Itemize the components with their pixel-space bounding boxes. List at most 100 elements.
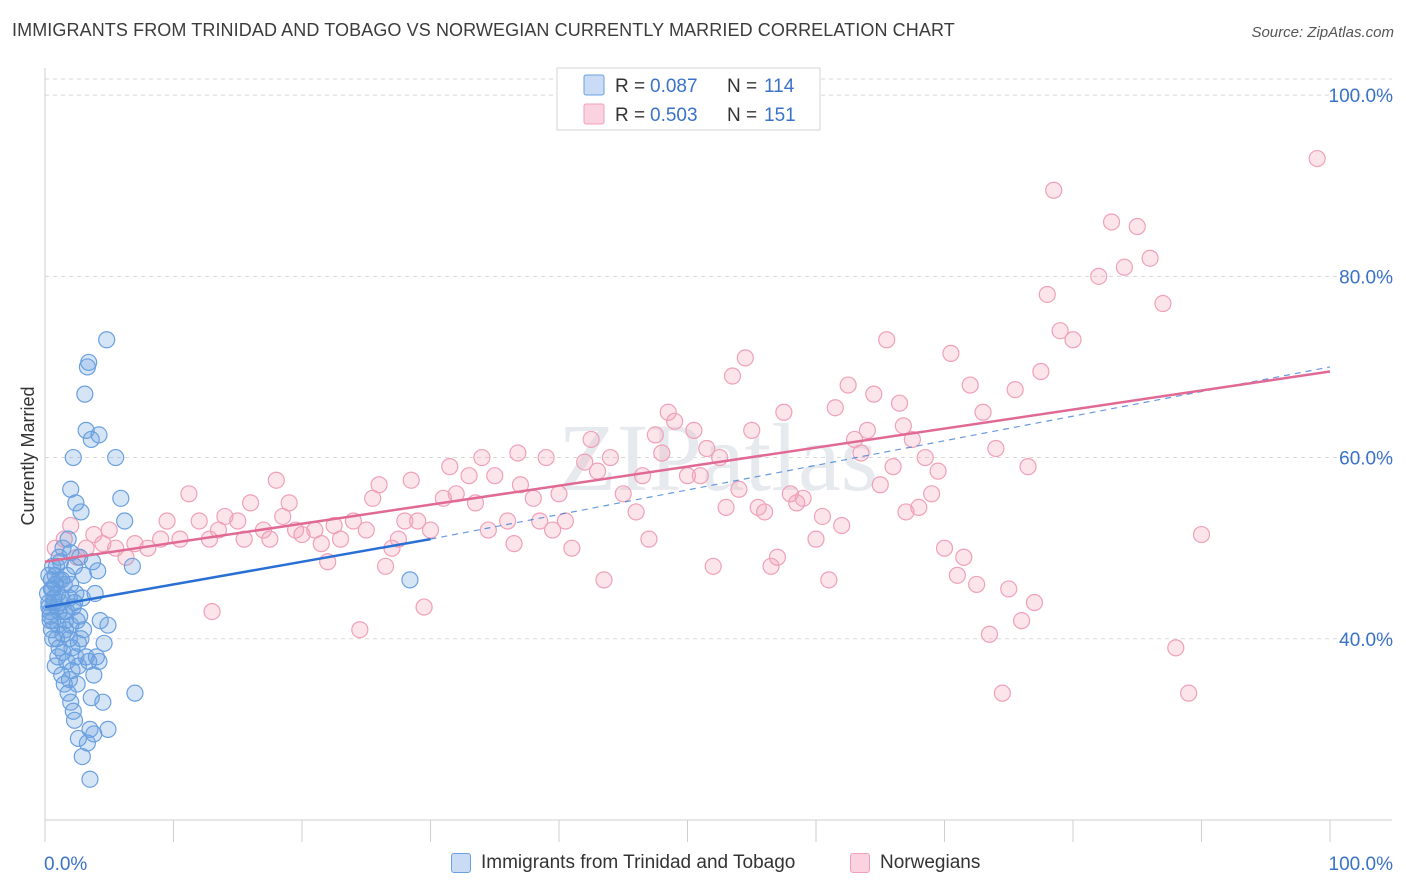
legend-swatch-blue: [583, 74, 605, 96]
norwegian-point: [894, 417, 912, 435]
norwegian-point: [884, 458, 902, 476]
norwegian-point: [755, 503, 774, 521]
grid-lines: [45, 78, 1392, 640]
norwegian-point: [1090, 267, 1108, 285]
trinidad-point: [59, 530, 77, 548]
legend-n-value: 151: [764, 105, 796, 126]
trinidad-point: [55, 675, 73, 693]
trinidad-trend-line: [44, 537, 431, 609]
norwegian-point: [935, 539, 954, 557]
norwegian-point: [1025, 593, 1044, 612]
norwegian-point: [441, 458, 459, 476]
norwegian-point: [1000, 580, 1018, 598]
norwegian-point: [293, 525, 311, 544]
norwegian-point: [1051, 322, 1069, 340]
norwegian-point: [524, 489, 542, 507]
norwegian-point: [839, 376, 857, 394]
norwegian-point: [601, 448, 620, 467]
legend-label: Norwegians: [880, 852, 981, 873]
trinidad-point: [98, 331, 116, 349]
norwegian-point: [627, 503, 645, 521]
y-tick-labels: 40.0% 60.0% 80.0% 100.0%: [1329, 86, 1394, 651]
trinidad-point: [126, 684, 144, 702]
norwegian-point: [543, 521, 562, 539]
norwegian-point: [929, 462, 947, 480]
norwegian-point: [852, 444, 870, 462]
trinidad-point: [401, 571, 419, 589]
norwegian-point: [396, 512, 414, 530]
trinidad-point: [55, 575, 73, 594]
norwegian-point: [813, 507, 832, 526]
norwegian-point: [871, 476, 889, 494]
chart-title: IMMIGRANTS FROM TRINIDAD AND TOBAGO VS N…: [12, 20, 955, 40]
trinidad-point: [67, 494, 85, 512]
norwegian-point: [666, 412, 684, 430]
norwegian-point: [1167, 639, 1185, 657]
trinidad-point: [80, 353, 98, 372]
trinidad-point: [107, 448, 125, 467]
norwegian-point: [402, 471, 420, 489]
trinidad-point: [90, 426, 108, 444]
norwegian-point: [968, 575, 986, 594]
norwegian-point: [743, 421, 761, 439]
norwegian-point: [505, 535, 523, 553]
norwegian-point: [100, 521, 118, 539]
source-credit: Source: ZipAtlas.com: [1251, 24, 1394, 41]
norwegian-point: [980, 625, 999, 643]
norwegian-point: [588, 462, 607, 480]
norwegian-point: [1102, 213, 1121, 231]
trinidad-point: [69, 729, 88, 748]
trinidad-point: [72, 503, 90, 521]
norwegian-point: [614, 485, 632, 503]
norwegian-point: [762, 557, 780, 575]
norwegian-point: [576, 453, 594, 471]
norwegian-point: [1180, 684, 1198, 702]
trinidad-point: [123, 557, 141, 575]
norwegian-point: [180, 485, 198, 503]
norwegian-point: [216, 507, 234, 526]
trinidad-point: [95, 634, 113, 652]
legend-item-trinidad[interactable]: Immigrants from Trinidad and Tobago: [451, 852, 795, 874]
legend-n-label: N =: [727, 105, 757, 126]
norwegian-point: [942, 344, 960, 362]
norwegian-point: [267, 471, 285, 489]
norwegian-point: [961, 376, 979, 394]
norwegian-point: [511, 476, 530, 494]
trinidad-point: [99, 616, 117, 634]
norwegian-point: [1006, 381, 1024, 399]
trinidad-trend-extension: [430, 366, 1331, 540]
norwegian-point: [370, 476, 388, 494]
norwegian-point: [781, 485, 799, 503]
trinidad-point: [77, 421, 95, 439]
norwegian-point: [903, 430, 921, 449]
norwegian-point: [1064, 331, 1082, 349]
trinidad-point: [94, 693, 112, 711]
trinidad-point: [49, 648, 67, 666]
norwegian-point: [768, 548, 787, 566]
norwegian-point: [987, 439, 1005, 458]
norwegian-point: [993, 684, 1011, 702]
norwegian-point: [955, 548, 973, 566]
trinidad-point: [54, 643, 72, 661]
norwegian-point: [421, 521, 440, 539]
x-tick-label: 100.0%: [1329, 854, 1394, 875]
legend-item-norwegians[interactable]: Norwegians: [850, 852, 980, 874]
norwegian-point: [550, 485, 568, 503]
trinidad-points: [38, 331, 419, 788]
legend-n-label: N =: [727, 76, 757, 97]
legend-label: Immigrants from Trinidad and Tobago: [481, 852, 796, 873]
legend-r-label: R =: [615, 76, 645, 97]
norwegian-point: [1012, 612, 1031, 630]
norwegian-point: [974, 403, 992, 421]
legend-r-label: R =: [615, 105, 645, 126]
norwegian-point: [646, 426, 664, 444]
trinidad-point: [62, 616, 80, 634]
trinidad-point: [81, 770, 99, 788]
norwegian-point: [1019, 458, 1037, 476]
x-tick-label: 0.0%: [44, 854, 87, 875]
norwegian-point: [820, 571, 838, 589]
norwegian-point: [1045, 181, 1063, 199]
norwegian-point: [1115, 258, 1134, 276]
norwegian-point: [415, 598, 433, 616]
trinidad-point: [80, 652, 98, 671]
